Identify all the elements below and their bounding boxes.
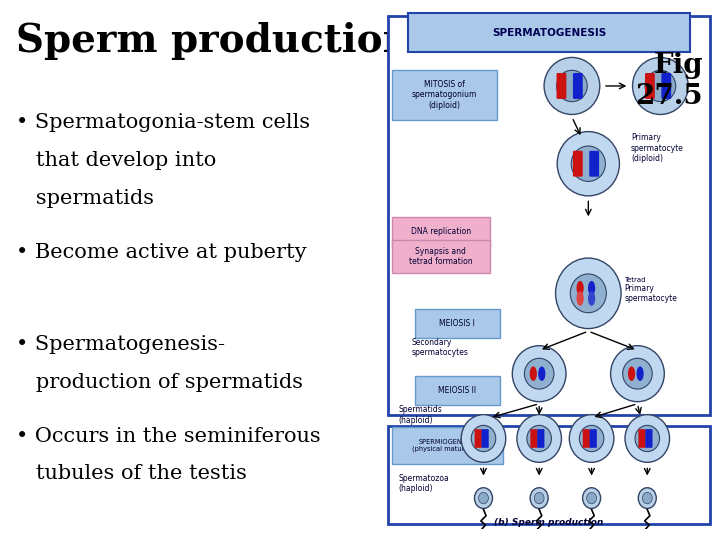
Ellipse shape <box>517 415 562 462</box>
Text: Primary
spermatocyte: Primary spermatocyte <box>624 284 678 303</box>
Bar <box>389 16 709 415</box>
FancyBboxPatch shape <box>590 429 597 448</box>
Ellipse shape <box>635 426 660 451</box>
Text: • Spermatogonia-stem cells: • Spermatogonia-stem cells <box>16 113 310 132</box>
Ellipse shape <box>577 291 584 306</box>
FancyBboxPatch shape <box>415 309 500 339</box>
Bar <box>389 426 709 524</box>
FancyBboxPatch shape <box>573 151 582 177</box>
FancyBboxPatch shape <box>392 70 497 120</box>
Text: Secondary
spermatocytes: Secondary spermatocytes <box>411 338 468 357</box>
FancyBboxPatch shape <box>645 429 652 448</box>
Ellipse shape <box>524 358 554 389</box>
FancyBboxPatch shape <box>392 217 490 247</box>
Ellipse shape <box>570 415 614 462</box>
Text: MEIOSIS I: MEIOSIS I <box>439 320 475 328</box>
Ellipse shape <box>556 258 621 328</box>
Text: Spermatozoa
(haploid): Spermatozoa (haploid) <box>398 474 449 493</box>
Text: spermatids: spermatids <box>16 189 153 208</box>
Ellipse shape <box>638 488 657 509</box>
Ellipse shape <box>582 488 600 509</box>
Text: tubules of the testis: tubules of the testis <box>16 464 246 483</box>
Text: that develop into: that develop into <box>16 151 216 170</box>
Text: Sperm production: Sperm production <box>16 22 410 59</box>
FancyBboxPatch shape <box>557 73 567 99</box>
Text: DNA replication: DNA replication <box>411 227 471 236</box>
Text: Fig
27.5: Fig 27.5 <box>635 52 703 111</box>
Ellipse shape <box>633 57 688 114</box>
Text: SPERMIOGENESIS
(physical maturation): SPERMIOGENESIS (physical maturation) <box>412 439 483 453</box>
Text: • Occurs in the seminiferous: • Occurs in the seminiferous <box>16 427 320 446</box>
Ellipse shape <box>611 346 665 402</box>
Text: MEIOSIS II: MEIOSIS II <box>438 386 477 395</box>
FancyBboxPatch shape <box>645 73 654 99</box>
Ellipse shape <box>557 132 619 196</box>
FancyBboxPatch shape <box>482 429 489 448</box>
Text: • Spermatogenesis-: • Spermatogenesis- <box>16 335 225 354</box>
Ellipse shape <box>587 492 596 504</box>
FancyBboxPatch shape <box>408 14 690 52</box>
Ellipse shape <box>623 358 652 389</box>
Ellipse shape <box>479 492 488 504</box>
Ellipse shape <box>538 367 545 381</box>
Ellipse shape <box>471 426 496 451</box>
Ellipse shape <box>588 281 595 295</box>
Text: Synapsis and
tetrad formation: Synapsis and tetrad formation <box>409 247 473 266</box>
Ellipse shape <box>628 367 635 381</box>
Ellipse shape <box>645 70 675 102</box>
FancyBboxPatch shape <box>537 429 544 448</box>
Ellipse shape <box>530 367 537 381</box>
FancyBboxPatch shape <box>639 429 646 448</box>
Ellipse shape <box>636 367 644 381</box>
Text: • Become active at puberty: • Become active at puberty <box>16 243 306 262</box>
Text: Tetrad: Tetrad <box>624 278 646 284</box>
Text: SPERMATOGENESIS: SPERMATOGENESIS <box>492 28 606 38</box>
Ellipse shape <box>642 492 652 504</box>
Ellipse shape <box>530 488 548 509</box>
FancyBboxPatch shape <box>589 151 599 177</box>
FancyBboxPatch shape <box>582 429 590 448</box>
Ellipse shape <box>588 291 595 306</box>
Ellipse shape <box>580 426 604 451</box>
FancyBboxPatch shape <box>392 427 503 464</box>
Ellipse shape <box>570 274 606 313</box>
Text: MITOSIS of
spermatogonium
(diploid): MITOSIS of spermatogonium (diploid) <box>412 80 477 110</box>
Text: production of spermatids: production of spermatids <box>16 373 302 392</box>
Ellipse shape <box>577 281 584 295</box>
Ellipse shape <box>571 146 606 181</box>
FancyBboxPatch shape <box>392 240 490 273</box>
FancyBboxPatch shape <box>531 429 538 448</box>
Text: Spermatids
(haploid): Spermatids (haploid) <box>398 406 442 425</box>
Ellipse shape <box>462 415 505 462</box>
Ellipse shape <box>513 346 566 402</box>
Ellipse shape <box>625 415 670 462</box>
Ellipse shape <box>544 57 600 114</box>
Ellipse shape <box>534 492 544 504</box>
FancyBboxPatch shape <box>662 73 671 99</box>
Ellipse shape <box>527 426 552 451</box>
Ellipse shape <box>474 488 492 509</box>
FancyBboxPatch shape <box>415 376 500 405</box>
Text: (b) Sperm production: (b) Sperm production <box>495 518 603 526</box>
FancyBboxPatch shape <box>474 429 482 448</box>
FancyBboxPatch shape <box>573 73 582 99</box>
Ellipse shape <box>557 70 588 102</box>
Text: Primary
spermatocyte
(diploid): Primary spermatocyte (diploid) <box>631 133 684 163</box>
